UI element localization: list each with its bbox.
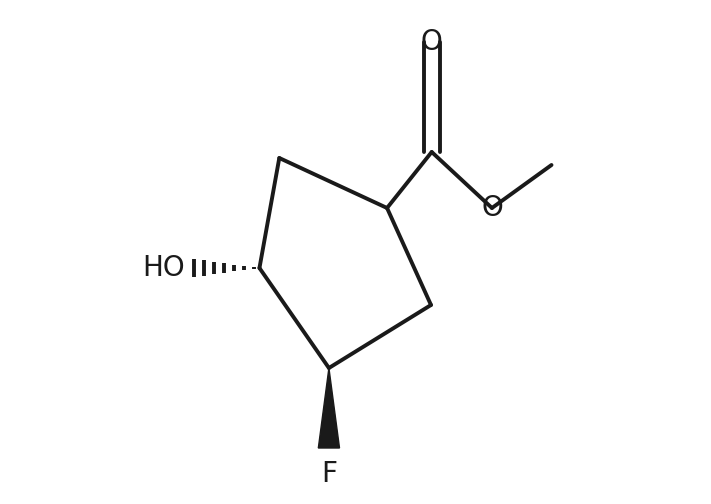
Text: O: O [481, 194, 503, 222]
Text: HO: HO [142, 254, 185, 282]
Text: F: F [321, 460, 337, 488]
Polygon shape [319, 368, 339, 448]
Text: O: O [421, 28, 442, 56]
